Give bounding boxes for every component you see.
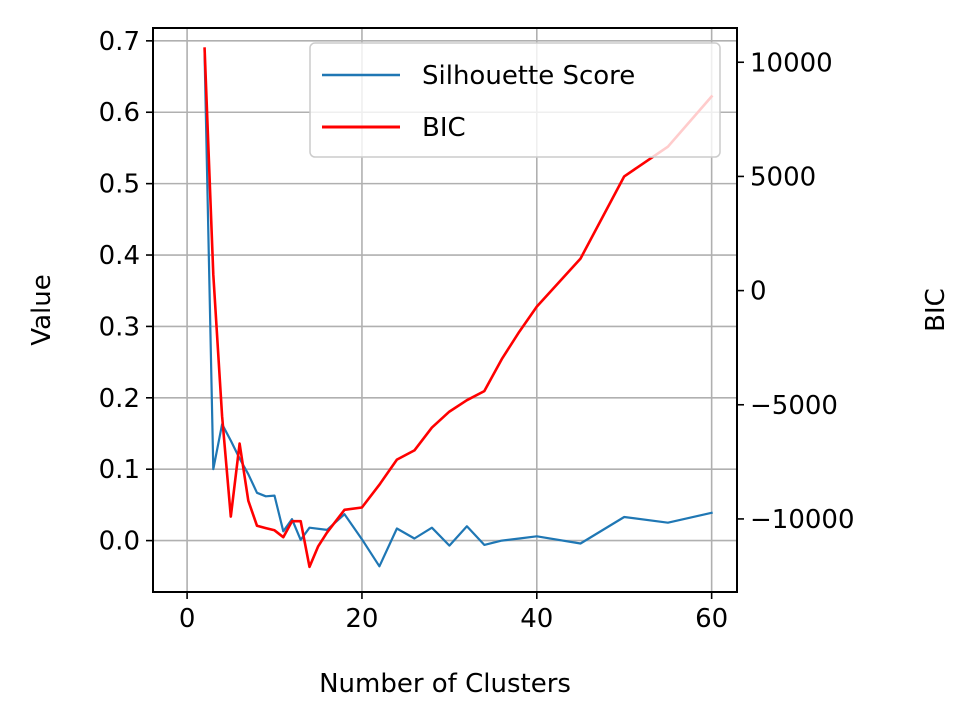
series-line-1 [203,47,714,569]
y-right-tick-label: −10000 [750,505,855,535]
y-tick-label: 0.0 [99,527,140,557]
y-right-tick-label: 0 [750,277,767,307]
legend: Silhouette Score BIC [309,42,721,158]
y-tick-label: 0.3 [99,312,140,342]
y-tick-label: 0.4 [99,241,140,271]
ticks: 0 20 40 60 0.0 0.1 0.2 0.3 0.4 0.5 0.6 0.7 −10000 −50… [99,27,855,634]
y-tick-label: 0.2 [99,384,140,414]
y-tick-label: 0.7 [99,27,140,57]
y-right-tick-label: 10000 [750,48,833,78]
y-right-tick-label: −5000 [750,391,838,421]
legend-box [309,42,721,158]
x-axis-label: Number of Clusters [319,669,571,699]
y-tick-label: 0.1 [99,455,140,485]
x-tick-label: 20 [345,604,378,634]
legend-label-0: Silhouette Score [422,61,635,91]
series-layer [203,47,714,569]
y-right-tick-label: 5000 [750,162,816,192]
plot-frame [152,27,738,593]
y-axis-label: Value [27,274,57,345]
x-tick-label: 0 [179,604,196,634]
series-line-0 [203,53,713,568]
x-tick-label: 60 [695,604,728,634]
y-axis-right-label: BIC [921,288,951,332]
legend-label-1: BIC [422,113,466,143]
x-tick-label: 40 [520,604,553,634]
y-tick-label: 0.5 [99,170,140,200]
y-tick-label: 0.6 [99,98,140,128]
